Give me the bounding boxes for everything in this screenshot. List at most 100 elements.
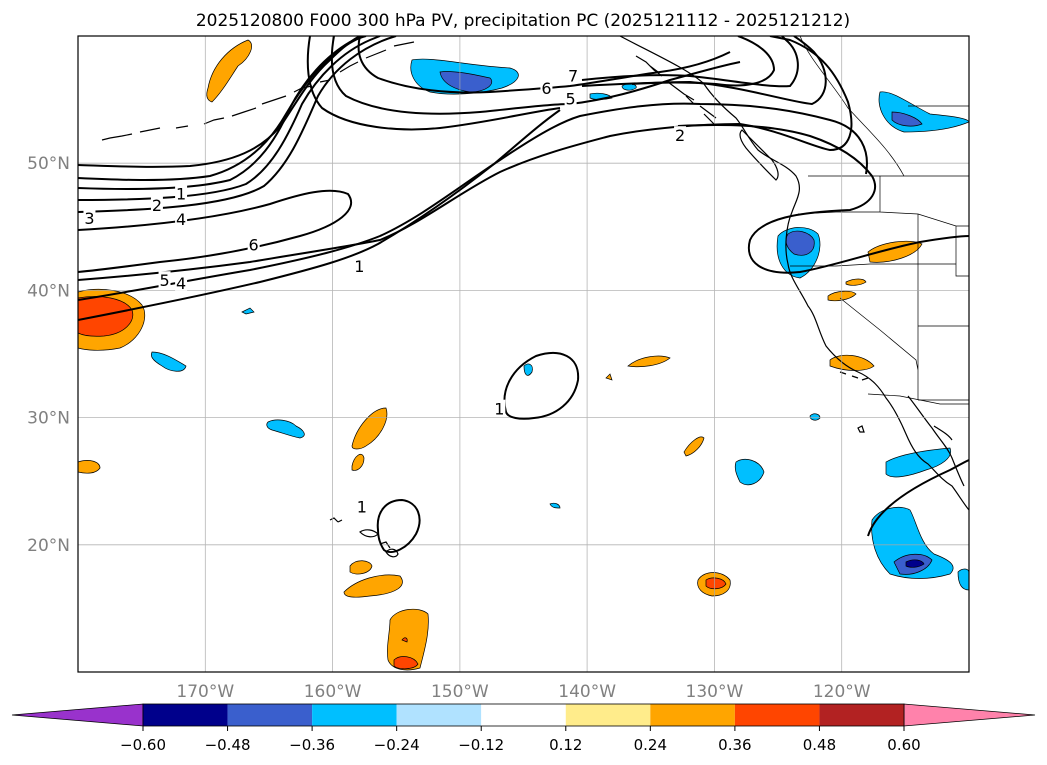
pv-contour-line <box>78 189 353 273</box>
pv-contour-line <box>631 36 776 87</box>
precip-area-negative <box>957 568 969 591</box>
colorbar-tick-label: −0.24 <box>374 736 420 754</box>
contour-label-knockout <box>175 210 188 228</box>
contour-label: 1 <box>357 498 367 517</box>
precip-area-negative <box>871 506 954 579</box>
lon-tick-label: 170°W <box>176 682 234 702</box>
contour-label: 3 <box>84 209 94 228</box>
lon-tick-label: 140°W <box>558 682 616 702</box>
lat-tick-label: 50°N <box>27 154 70 174</box>
precip-area-positive <box>387 608 429 671</box>
colorbar-tick-label: 0.48 <box>803 736 836 754</box>
channel-islands <box>839 371 869 381</box>
precip-area-positive <box>401 637 408 643</box>
colorbar-tick-labels: −0.60 −0.48 −0.36 −0.24 −0.12 0.12 0.24 0.36 0.4… <box>120 726 921 754</box>
colorbar-extend-high <box>903 703 1036 727</box>
precip-area-positive <box>705 577 727 590</box>
pv-contour-line <box>78 109 561 321</box>
pv-contour-line <box>677 124 969 274</box>
contour-label: 1 <box>354 257 364 276</box>
contour-label: 7 <box>568 66 578 85</box>
lon-tick-label: 160°W <box>304 682 362 702</box>
contour-label: 2 <box>675 126 685 145</box>
lon-tick-label: 150°W <box>431 682 489 702</box>
pv-contour-line <box>330 36 741 115</box>
precip-area-positive <box>867 240 923 263</box>
coastlines <box>101 36 969 558</box>
colorbar-swatch <box>396 704 482 726</box>
colorbar-tick-label: 0.36 <box>718 736 751 754</box>
contour-label-knockout <box>540 79 553 97</box>
precip-area-negative <box>809 413 821 421</box>
precip-area-positive <box>605 373 613 381</box>
pv-contour-line <box>306 36 561 131</box>
precip-area-positive <box>349 560 373 575</box>
north-america-coastline <box>619 36 969 511</box>
contour-label-knockout <box>567 66 580 84</box>
vancouver-island-coast <box>739 129 779 181</box>
contour-label-knockout <box>175 184 188 202</box>
precipitation-shading <box>78 39 969 671</box>
precip-area-positive <box>829 354 875 371</box>
colorbar-outline <box>142 703 905 727</box>
precip-area-positive <box>78 296 134 337</box>
colorbar-tick-label: 0.60 <box>887 736 920 754</box>
contour-label-knockout <box>83 208 96 226</box>
colorbar-swatch <box>565 704 651 726</box>
longitude-tick-labels: 170°W 160°W 150°W 140°W 130°W 120°W <box>176 682 870 702</box>
precip-area-negative <box>905 559 925 568</box>
precip-area-positive <box>627 355 671 368</box>
latitude-tick-labels: 20°N 30°N 40°N 50°N <box>27 154 70 556</box>
contour-label: 2 <box>152 196 162 215</box>
precip-area-positive <box>393 656 419 670</box>
contour-label: 6 <box>541 79 551 98</box>
canada-provinces <box>799 36 969 177</box>
lat-tick-label: 30°N <box>27 409 70 429</box>
contour-label: 5 <box>159 271 169 290</box>
colorbar <box>11 703 1036 727</box>
colorbar-swatch <box>650 704 735 726</box>
pv-contour-line <box>581 36 799 88</box>
colorbar-tick-label: −0.60 <box>120 736 166 754</box>
contour-label-knockout <box>564 89 577 107</box>
colorbar-swatch <box>819 704 904 726</box>
precip-area-positive <box>343 574 403 598</box>
colorbar-tick-label: 0.12 <box>549 736 582 754</box>
pv-contour-line <box>78 36 367 181</box>
pv-contour-line <box>503 352 580 420</box>
contour-label-knockout <box>353 257 366 275</box>
precip-area-negative <box>241 307 255 315</box>
precip-area-positive <box>351 454 365 471</box>
pv-contour-line <box>78 36 397 213</box>
contour-label-knockout <box>158 271 171 289</box>
colorbar-swatch <box>481 704 566 726</box>
colorbar-tick-label: −0.12 <box>458 736 504 754</box>
contour-label: 1 <box>494 400 504 419</box>
baja-coastline <box>907 395 965 487</box>
lon-tick-label: 120°W <box>813 682 871 702</box>
map-background <box>78 36 969 672</box>
contour-label: 4 <box>176 210 186 229</box>
contour-label: 1 <box>176 185 186 204</box>
precip-area-negative <box>549 502 561 509</box>
map-frame <box>77 35 970 673</box>
precip-area-negative <box>266 419 305 439</box>
precip-area-negative <box>885 447 952 478</box>
precip-area-positive <box>683 436 705 457</box>
colorbar-tick-label: −0.36 <box>289 736 335 754</box>
state-borders <box>790 176 969 401</box>
precip-area-positive <box>206 39 252 103</box>
us-mexico-border <box>867 393 969 405</box>
pv-contour-line <box>78 36 853 281</box>
colorbar-tick-label: 0.24 <box>634 736 667 754</box>
pv-contour-line <box>78 102 868 301</box>
precip-area-positive <box>845 278 867 286</box>
contour-label-knockout <box>247 235 260 253</box>
lat-tick-label: 40°N <box>27 281 70 301</box>
lat-tick-label: 20°N <box>27 536 70 556</box>
colorbar-swatch <box>143 704 228 726</box>
alaska-panhandle-islands <box>635 55 717 125</box>
